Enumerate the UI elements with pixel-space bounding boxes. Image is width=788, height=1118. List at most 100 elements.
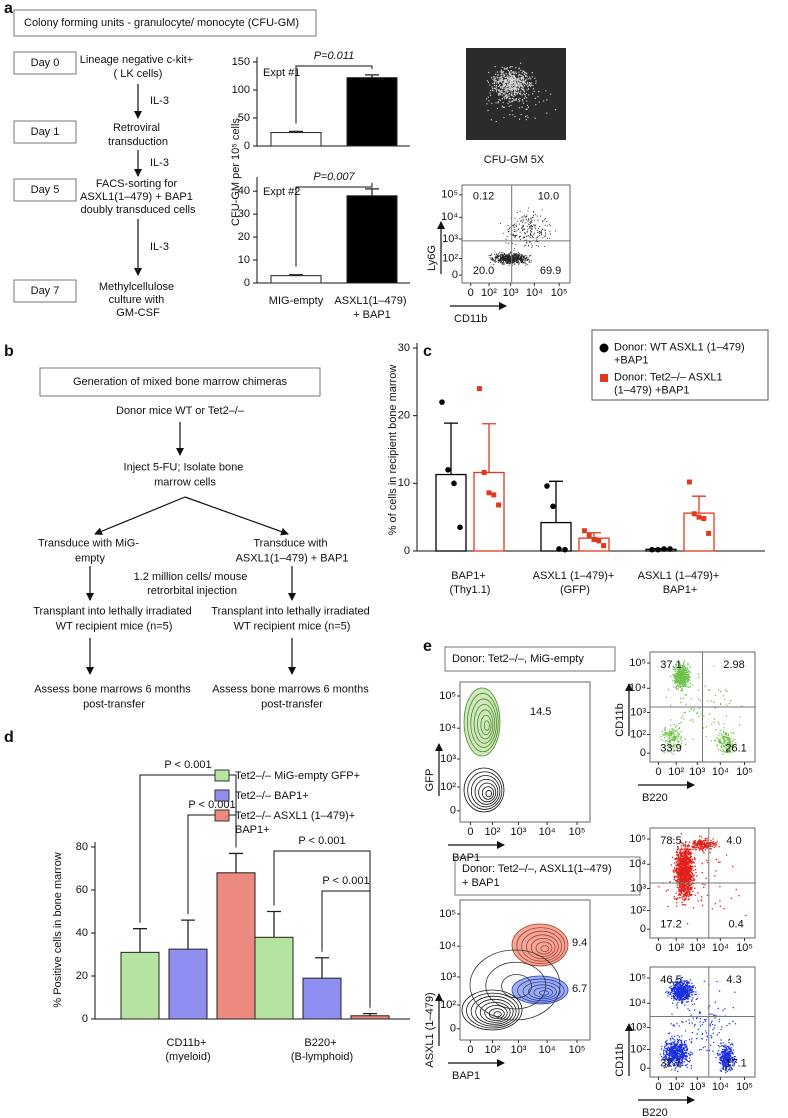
x-tick-label: 10³ <box>689 766 705 778</box>
contour <box>466 693 499 753</box>
y-tick-label: 10⁴ <box>439 722 456 734</box>
x-tick-label: ASXL1 (1–479)+ (GFP) <box>533 570 618 596</box>
significance-bracket <box>187 814 237 915</box>
error-bar <box>365 188 379 196</box>
text-line: Donor: Tet2–/– ASXL1 <box>614 371 726 383</box>
quadrant-value: 69.9 <box>540 265 561 277</box>
gate-value: 6.7 <box>572 983 587 995</box>
y-tick-label: 50 <box>238 112 250 124</box>
y-tick-label: 0 <box>640 923 646 935</box>
x-tick-label: 10² <box>485 826 501 838</box>
y-tick-label: 10³ <box>630 882 646 894</box>
x-tick-label: 10⁴ <box>539 1044 556 1056</box>
y-tick-label: 0 <box>404 545 410 557</box>
donor-box <box>454 856 641 896</box>
title-box <box>39 367 321 397</box>
step-text: FACS-sorting for ASXL1(1–479) + BAP1 dou… <box>80 178 196 216</box>
text-line: ASXL1(1–479) + BAP1 <box>236 552 349 564</box>
y-tick-label: 10³ <box>440 753 456 765</box>
bar <box>120 951 160 1020</box>
text-line: + BAP1 <box>353 309 391 321</box>
data-point <box>481 470 487 476</box>
x-tick-label: 10⁴ <box>526 287 543 299</box>
panel-label: a <box>4 0 13 17</box>
contour <box>463 767 505 813</box>
quadrant-value: 20.0 <box>473 265 494 277</box>
text-line: Transplant into lethally irradiated <box>211 605 373 617</box>
panel-label: d <box>4 729 14 746</box>
y-tick-label: 20 <box>398 410 410 422</box>
y-tick-label: 10² <box>440 781 456 793</box>
text-line: Assess bone marrows 6 months <box>34 683 194 695</box>
contour <box>533 987 553 998</box>
y-tick-label: 0 <box>640 1062 646 1074</box>
text-line: (Thy1.1) <box>450 584 491 596</box>
text-line: BAP1+ <box>235 824 270 836</box>
text-line: WT recipient mice (n=5) <box>234 620 351 632</box>
data-point <box>486 490 492 496</box>
quadrant-value: 32.1 <box>660 1058 681 1070</box>
y-tick-label: 10 <box>398 477 410 489</box>
day-label: Day 0 <box>31 57 60 69</box>
contour <box>521 930 562 962</box>
text-line: (1–479) +BAP1 <box>614 384 690 396</box>
text-line: Transplant into lethally irradiated <box>33 605 195 617</box>
quadrant-value: 33.9 <box>660 743 681 755</box>
p-value: P < 0.001 <box>322 875 369 887</box>
quadrant-value: 37.1 <box>660 659 681 671</box>
error-bar <box>363 1012 377 1016</box>
bar <box>346 195 398 284</box>
event-cloud <box>485 62 557 123</box>
y-tick-label: 10³ <box>442 233 458 245</box>
x-tick-label: 0 <box>467 1044 473 1056</box>
bar <box>435 473 467 552</box>
quadrant-value: 4.0 <box>726 835 741 847</box>
step-text: Assess bone marrows 6 months post-transf… <box>34 683 194 710</box>
y-tick-label: 10² <box>440 999 456 1011</box>
contour <box>493 1011 502 1018</box>
x-tick-label: 10² <box>668 1081 684 1093</box>
text-line: ASXL1(1–479) + BAP1 <box>80 191 196 203</box>
y-tick-label: 10⁵ <box>629 972 646 984</box>
text-line: Donor: Tet2–/–, ASXL1(1–479) <box>462 863 615 875</box>
contour <box>511 975 569 1005</box>
data-point <box>439 399 445 405</box>
data-point <box>491 492 497 498</box>
y-tick-label: 10⁵ <box>439 908 456 920</box>
x-tick-label: 10⁵ <box>736 766 753 778</box>
y-axis-label: ASXL1 (1–479) <box>424 992 436 1067</box>
text-line: retrorbital injection <box>147 585 237 597</box>
contour <box>477 709 494 740</box>
step-text: Retroviral transduction <box>108 122 168 148</box>
p-value: P < 0.001 <box>164 759 211 771</box>
y-tick-label: 10⁴ <box>629 682 646 694</box>
contour <box>535 941 553 955</box>
text-line: (B-lymphoid) <box>291 1051 353 1063</box>
arrow-label: IL-3 <box>150 95 169 107</box>
y-tick-label: 60 <box>76 884 88 896</box>
x-axis-label: B220 <box>642 1107 668 1118</box>
arrow <box>94 496 186 536</box>
y-tick-label: 10⁵ <box>629 833 646 845</box>
contour <box>466 992 520 1029</box>
contour <box>470 995 517 1027</box>
text-line: ASXL1 (1–479)+ <box>533 570 618 582</box>
step-text: Inject 5-FU; Isolate bone marrow cells <box>124 461 247 488</box>
quadrant-value: 17.2 <box>660 919 681 931</box>
y-tick-label: 20 <box>76 970 88 982</box>
x-tick-label: ASXL1(1–479) + BAP1 <box>334 295 409 321</box>
data-point <box>550 503 556 510</box>
event-cloud <box>488 207 557 266</box>
x-tick-label: 10³ <box>689 942 705 954</box>
contour <box>470 698 497 748</box>
step-text: Assess bone marrows 6 months post-transf… <box>212 683 372 710</box>
y-tick-label: 10⁵ <box>629 657 646 669</box>
text-line: Donor: WT ASXL1 (1–479) <box>614 341 748 353</box>
x-tick-label: 10³ <box>511 826 527 838</box>
bar <box>270 132 322 147</box>
gate-value: 9.4 <box>572 937 587 949</box>
y-axis-label: Ly6G <box>426 245 438 271</box>
y-tick-label: 0 <box>450 1023 456 1035</box>
